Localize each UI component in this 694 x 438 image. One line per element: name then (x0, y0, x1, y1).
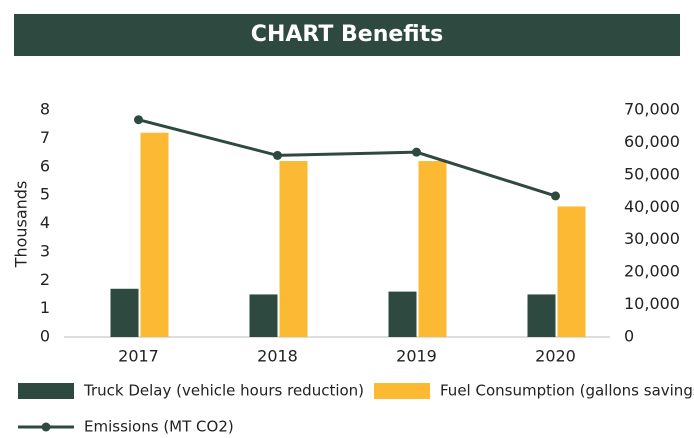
legend-swatch (374, 383, 430, 399)
y-tick-label: 8 (40, 100, 50, 119)
bar (557, 206, 586, 337)
legend-swatch (18, 383, 74, 399)
line-marker (551, 191, 560, 201)
x-tick-label: 2018 (257, 347, 298, 366)
y-tick-label: 1 (40, 298, 50, 317)
y2-tick-label: 10,000 (624, 294, 680, 313)
legend-label: Emissions (MT CO2) (84, 418, 234, 436)
y-tick-label: 3 (40, 241, 50, 260)
y2-tick-label: 30,000 (624, 229, 680, 248)
y-tick-label: 5 (40, 185, 50, 204)
y-tick-label: 7 (40, 128, 50, 147)
y-tick-label: 6 (40, 156, 50, 175)
y2-tick-label: 40,000 (624, 197, 680, 216)
legend-label: Truck Delay (vehicle hours reduction) (83, 382, 364, 400)
line-marker (134, 115, 143, 125)
y-axis-label: Thousands (12, 181, 31, 269)
bar (418, 161, 447, 337)
y2-tick-label: 70,000 (624, 100, 680, 119)
y2-tick-label: 0 (624, 327, 634, 346)
line (138, 118, 556, 198)
legend-label: Fuel Consumption (gallons savings) (440, 382, 694, 400)
bar (249, 294, 278, 337)
chart-title: CHART Benefits (251, 22, 443, 47)
y-tick-label: 0 (40, 327, 50, 346)
title-banner (14, 14, 680, 56)
y-tick-label: 4 (40, 213, 50, 232)
x-tick-label: 2020 (535, 347, 576, 366)
bar (279, 161, 308, 337)
y-tick-label: 2 (40, 270, 50, 289)
line-marker (412, 147, 421, 157)
line-marker (273, 150, 282, 160)
bar (140, 132, 169, 337)
x-tick-label: 2017 (118, 347, 159, 366)
bar (527, 294, 556, 337)
legend-marker (41, 422, 51, 432)
y2-tick-label: 50,000 (624, 164, 680, 183)
bar (388, 291, 417, 337)
x-tick-label: 2019 (396, 347, 437, 366)
y2-tick-label: 20,000 (624, 262, 680, 281)
y2-tick-label: 60,000 (624, 132, 680, 151)
bar (110, 288, 139, 337)
